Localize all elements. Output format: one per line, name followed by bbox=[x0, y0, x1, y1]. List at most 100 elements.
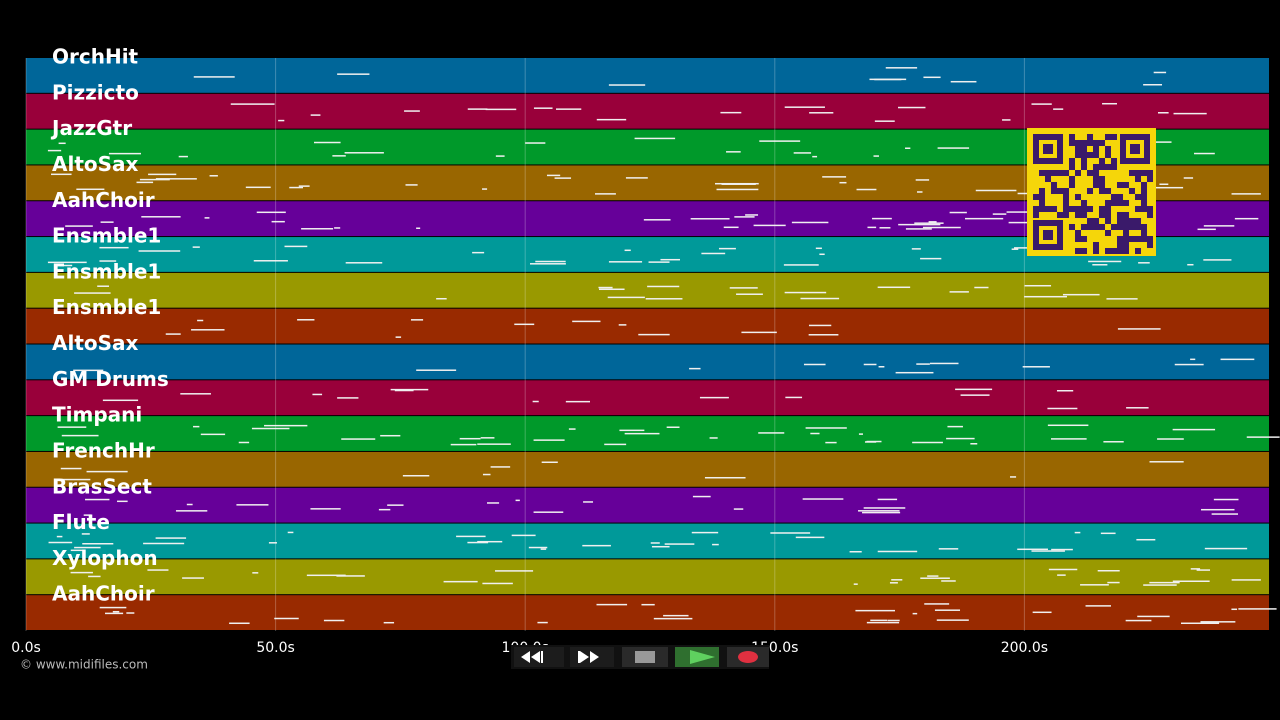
note bbox=[793, 152, 812, 154]
qr-module bbox=[1105, 206, 1111, 212]
note bbox=[495, 155, 505, 157]
record-button[interactable] bbox=[727, 647, 769, 667]
note bbox=[1180, 622, 1220, 625]
qr-module bbox=[1117, 224, 1123, 230]
note bbox=[51, 173, 72, 176]
note bbox=[47, 261, 87, 264]
qr-module bbox=[1087, 140, 1093, 146]
note bbox=[404, 110, 420, 112]
note bbox=[490, 466, 511, 468]
stop-button[interactable] bbox=[622, 647, 668, 667]
play-button[interactable] bbox=[675, 647, 719, 667]
note bbox=[1051, 548, 1073, 551]
note bbox=[920, 257, 942, 260]
qr-module bbox=[1111, 134, 1117, 140]
note bbox=[872, 217, 892, 220]
qr-module bbox=[1129, 218, 1135, 224]
note bbox=[924, 603, 950, 605]
note bbox=[914, 222, 944, 224]
note bbox=[1174, 363, 1204, 366]
qr-module bbox=[1135, 248, 1141, 254]
qr-module bbox=[1147, 170, 1153, 176]
qr-module bbox=[1135, 218, 1141, 224]
qr-module bbox=[1069, 134, 1075, 140]
note bbox=[877, 550, 918, 553]
qr-module bbox=[1105, 218, 1111, 224]
note bbox=[73, 369, 104, 372]
note bbox=[537, 621, 548, 624]
qr-module bbox=[1111, 224, 1117, 230]
note bbox=[155, 178, 197, 180]
note bbox=[65, 225, 93, 227]
track-row bbox=[26, 487, 1269, 523]
qr-module bbox=[1039, 188, 1045, 194]
qr-module bbox=[1081, 200, 1087, 206]
note bbox=[647, 285, 680, 288]
note bbox=[912, 612, 918, 615]
track-row bbox=[26, 93, 1269, 129]
forward-button[interactable] bbox=[570, 647, 614, 667]
note bbox=[1196, 569, 1211, 571]
qr-module bbox=[1087, 206, 1093, 212]
note bbox=[1200, 621, 1236, 623]
note bbox=[608, 261, 643, 263]
track-label: Xylophon bbox=[52, 546, 158, 570]
note bbox=[928, 221, 937, 223]
note bbox=[1011, 248, 1019, 250]
qr-module bbox=[1105, 230, 1111, 236]
note bbox=[660, 258, 680, 261]
rewind-button[interactable] bbox=[514, 647, 564, 667]
qr-module bbox=[1075, 146, 1081, 152]
track-row bbox=[26, 58, 1269, 93]
note bbox=[390, 388, 429, 391]
qr-module bbox=[1081, 212, 1087, 218]
notes bbox=[47, 67, 1280, 625]
qr-module bbox=[1051, 188, 1057, 194]
note bbox=[1017, 192, 1028, 195]
qr-module bbox=[1123, 200, 1129, 206]
note bbox=[895, 371, 934, 374]
note bbox=[59, 478, 91, 481]
qr-module bbox=[1075, 230, 1081, 236]
qr-module bbox=[1081, 164, 1087, 170]
qr-module bbox=[1069, 182, 1075, 188]
note bbox=[726, 151, 741, 153]
note bbox=[733, 508, 744, 510]
qr-module bbox=[1129, 188, 1135, 194]
note bbox=[582, 544, 611, 547]
note bbox=[624, 432, 660, 435]
note bbox=[204, 217, 210, 219]
note bbox=[48, 541, 73, 544]
qr-module bbox=[1093, 170, 1099, 176]
note bbox=[1157, 438, 1184, 440]
note bbox=[653, 617, 693, 620]
note bbox=[416, 369, 457, 371]
note bbox=[648, 261, 670, 263]
note bbox=[193, 76, 235, 78]
qr-module bbox=[1093, 146, 1099, 152]
note bbox=[701, 252, 726, 255]
note bbox=[1126, 407, 1149, 409]
note bbox=[1103, 441, 1124, 443]
qr-module bbox=[1075, 206, 1081, 212]
note bbox=[148, 173, 177, 176]
note bbox=[245, 186, 271, 189]
note bbox=[443, 580, 478, 583]
note bbox=[863, 363, 877, 366]
qr-module bbox=[1111, 194, 1117, 200]
note bbox=[1088, 260, 1122, 263]
note bbox=[402, 474, 430, 477]
qr-module bbox=[1033, 212, 1039, 218]
time-grid bbox=[25, 58, 1025, 631]
qr-module bbox=[1123, 218, 1129, 224]
note bbox=[819, 253, 825, 256]
note bbox=[970, 443, 978, 445]
note bbox=[56, 535, 63, 538]
note bbox=[936, 619, 969, 621]
note bbox=[1107, 581, 1120, 584]
qr-module bbox=[1075, 140, 1081, 146]
note bbox=[1100, 532, 1116, 535]
track-label: Ensmble1 bbox=[52, 295, 161, 319]
qr-module bbox=[1045, 206, 1051, 212]
qr-module bbox=[1099, 188, 1105, 194]
